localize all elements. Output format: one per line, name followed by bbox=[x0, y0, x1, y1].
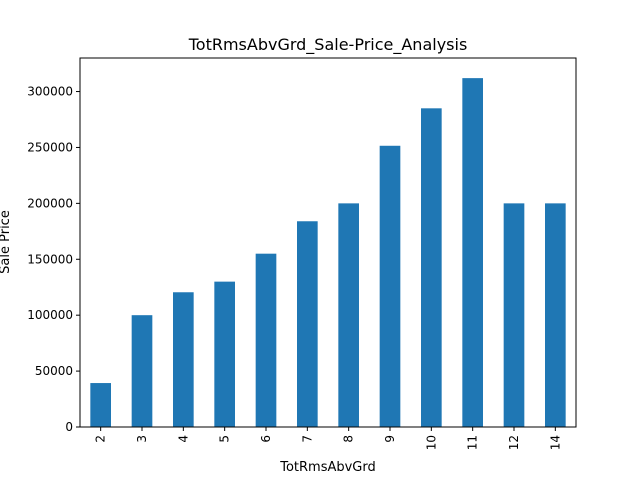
bar-3 bbox=[131, 315, 153, 427]
bar-6 bbox=[255, 253, 277, 427]
y-axis-label: Sale Price bbox=[0, 210, 13, 274]
x-tick-label: 14 bbox=[548, 435, 562, 450]
bar-9 bbox=[379, 145, 401, 427]
x-tick-label: 7 bbox=[300, 435, 314, 443]
x-tick-label: 11 bbox=[466, 435, 480, 450]
axes-frame bbox=[79, 57, 577, 428]
x-tick-label: 8 bbox=[342, 435, 356, 443]
y-tick-label: 150000 bbox=[27, 252, 73, 266]
x-tick-label: 10 bbox=[424, 435, 438, 450]
y-tick-label: 200000 bbox=[27, 196, 73, 210]
x-axis-label: TotRmsAbvGrd bbox=[279, 460, 376, 475]
bar-7 bbox=[297, 221, 318, 427]
bar-5 bbox=[214, 281, 235, 427]
x-tick-label: 2 bbox=[94, 435, 108, 443]
bar-14 bbox=[545, 203, 566, 427]
x-tick-label: 5 bbox=[218, 435, 232, 443]
bar-2 bbox=[90, 383, 111, 427]
y-tick-label: 0 bbox=[65, 420, 73, 434]
y-tick-label: 300000 bbox=[27, 85, 73, 99]
x-tick-label: 3 bbox=[135, 435, 149, 443]
bar-4 bbox=[173, 292, 194, 427]
bar-8 bbox=[338, 203, 359, 427]
x-tick-label: 4 bbox=[176, 435, 190, 443]
bar-11 bbox=[462, 78, 483, 428]
y-tick-label: 50000 bbox=[35, 364, 73, 378]
plot-area: 0 50000 100000 150000 200000 250000 300000 2 3 4 5… bbox=[27, 57, 577, 450]
bar-10 bbox=[421, 108, 442, 428]
chart-title: TotRmsAbvGrd_Sale-Price_Analysis bbox=[188, 35, 468, 55]
y-tick-label: 250000 bbox=[27, 140, 73, 154]
x-tick-label: 6 bbox=[259, 435, 273, 443]
x-tick-label: 9 bbox=[383, 435, 397, 443]
y-tick-label: 100000 bbox=[27, 308, 73, 322]
x-tick-label: 12 bbox=[507, 435, 521, 450]
bar-12 bbox=[503, 203, 525, 427]
